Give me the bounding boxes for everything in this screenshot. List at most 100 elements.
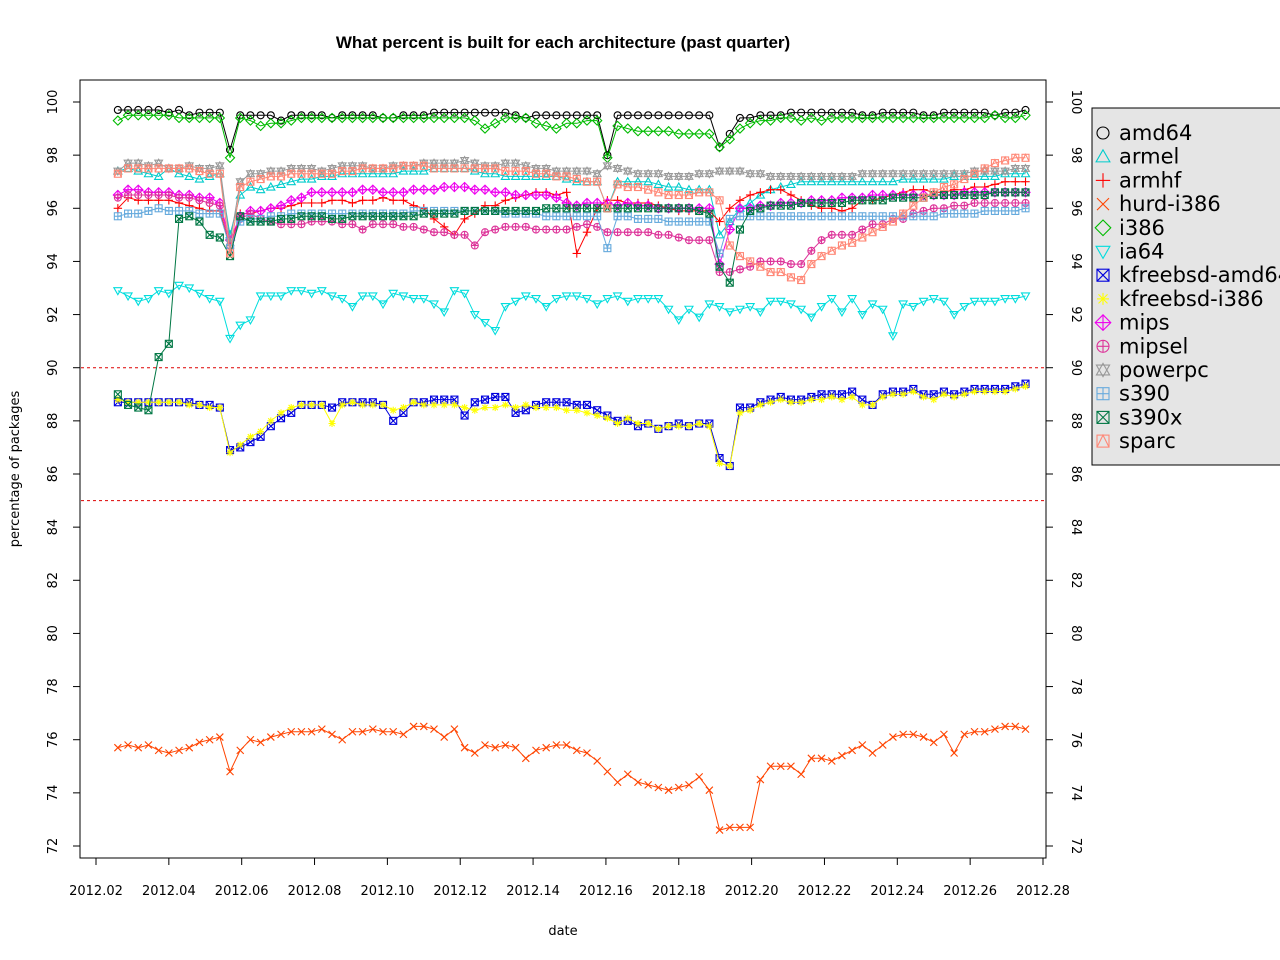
data-point <box>999 112 1011 124</box>
data-point <box>174 193 184 202</box>
data-point <box>511 166 520 176</box>
data-point <box>1001 198 1010 208</box>
data-point <box>796 176 807 186</box>
data-point <box>1021 105 1030 115</box>
y-tick-label-right: 84 <box>1068 519 1083 536</box>
y-axis-label: percentage of packages <box>8 391 23 548</box>
data-point <box>153 287 164 296</box>
data-point <box>642 125 654 137</box>
data-point <box>214 297 225 307</box>
data-point <box>1001 206 1010 215</box>
data-point <box>918 112 929 124</box>
data-point <box>573 406 581 414</box>
data-point <box>838 751 846 760</box>
data-point <box>285 194 297 206</box>
data-point <box>144 406 153 415</box>
data-point <box>940 390 948 398</box>
data-point <box>898 168 908 179</box>
data-point <box>500 112 511 124</box>
data-point <box>928 295 939 304</box>
data-point <box>287 111 296 120</box>
data-point <box>786 272 796 282</box>
data-point <box>143 109 154 121</box>
data-point <box>848 196 857 205</box>
data-point <box>144 105 153 115</box>
data-point <box>337 295 348 304</box>
data-point <box>724 166 735 177</box>
data-point <box>481 404 489 412</box>
data-point <box>185 193 194 202</box>
data-point <box>297 212 306 221</box>
data-point <box>1021 188 1030 197</box>
data-point <box>735 113 745 122</box>
data-point <box>256 738 265 747</box>
data-point <box>787 762 795 771</box>
chart-title: What percent is built for each architect… <box>336 33 790 52</box>
data-point <box>766 111 775 120</box>
data-point <box>490 168 501 178</box>
data-point <box>562 204 571 213</box>
data-point <box>338 111 347 120</box>
data-point <box>471 406 479 414</box>
data-point <box>122 109 134 121</box>
data-point <box>470 206 479 215</box>
data-point <box>897 112 909 124</box>
data-point <box>735 251 745 261</box>
data-point <box>837 198 846 208</box>
data-point <box>123 292 134 302</box>
data-point <box>124 400 133 409</box>
data-point <box>552 204 561 213</box>
data-point <box>775 112 787 124</box>
data-point <box>950 108 959 117</box>
data-point <box>348 727 357 736</box>
data-point <box>980 198 989 208</box>
data-point <box>440 163 449 173</box>
data-point <box>593 176 602 186</box>
data-point <box>491 206 500 215</box>
data-point <box>132 109 144 121</box>
data-point <box>153 171 164 180</box>
data-point <box>164 108 173 117</box>
data-point <box>460 743 469 752</box>
data-point <box>512 404 520 412</box>
data-point <box>969 112 980 124</box>
data-point <box>245 316 256 326</box>
data-point <box>419 209 428 218</box>
data-point <box>695 111 704 120</box>
series-s390x <box>113 188 1030 415</box>
data-point <box>460 230 469 239</box>
data-point <box>785 179 796 188</box>
data-point <box>858 232 867 242</box>
data-point <box>418 184 430 196</box>
data-point <box>246 111 255 120</box>
data-point <box>255 292 266 302</box>
data-point <box>469 184 481 196</box>
data-point <box>501 206 510 215</box>
data-point <box>215 160 225 171</box>
data-point <box>459 181 470 193</box>
data-point <box>216 404 224 412</box>
data-point <box>562 398 571 407</box>
data-point <box>450 163 459 173</box>
data-point <box>297 220 306 229</box>
data-point <box>756 401 764 409</box>
data-point <box>603 414 611 422</box>
data-point <box>429 228 439 237</box>
y-tick-label-right: 82 <box>1068 572 1083 589</box>
data-point <box>909 200 918 210</box>
legend-item-ia64: ia64 <box>1095 240 1164 264</box>
data-point <box>265 202 277 214</box>
data-point <box>613 778 622 787</box>
legend-label: amd64 <box>1119 121 1192 145</box>
data-point <box>632 125 644 137</box>
data-point <box>327 171 337 180</box>
series-sparc <box>113 153 1030 285</box>
data-point <box>215 209 224 218</box>
data-point <box>705 209 714 218</box>
data-point <box>255 120 266 132</box>
data-point <box>124 741 132 749</box>
legend-label: mips <box>1119 311 1170 335</box>
data-point <box>888 168 898 179</box>
data-point <box>419 722 428 731</box>
data-point <box>552 404 560 412</box>
